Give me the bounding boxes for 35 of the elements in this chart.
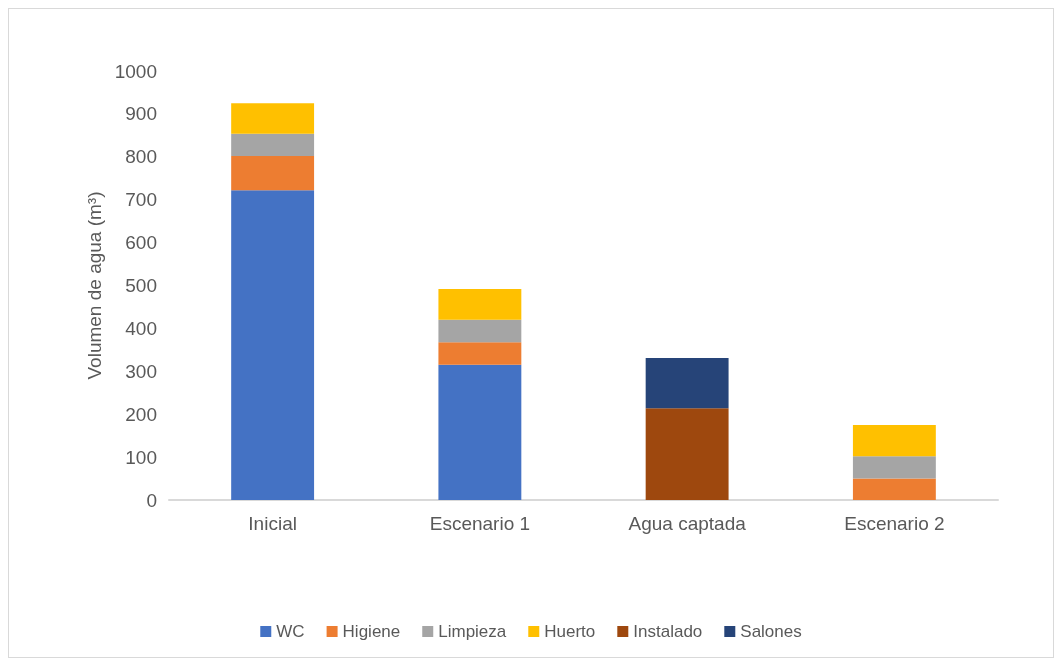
legend-label: Huerto (544, 622, 596, 641)
x-tick-label: Escenario 1 (429, 513, 531, 534)
legend-label: Higiene (342, 622, 401, 641)
y-tick-label: 100 (125, 446, 157, 468)
y-tick-label: 200 (125, 403, 157, 425)
bar (438, 364, 522, 500)
bar (231, 103, 315, 134)
x-tick-label: Agua captada (628, 513, 747, 534)
y-tick-label: 800 (125, 146, 157, 168)
y-tick-label: 900 (125, 103, 157, 125)
bar (852, 456, 936, 479)
y-tick-label: 400 (125, 317, 157, 339)
bar (645, 358, 729, 409)
x-tick-label: Escenario 2 (844, 513, 945, 534)
bar (438, 319, 522, 343)
legend-label: WC (276, 622, 305, 641)
bar (645, 408, 729, 500)
y-tick-label: 500 (125, 275, 157, 296)
bar (231, 133, 315, 156)
bar (438, 342, 522, 365)
bar (231, 190, 315, 500)
y-tick-label: 300 (125, 360, 157, 382)
bar (438, 288, 522, 320)
y-tick-label: 1000 (114, 60, 157, 82)
bar (852, 478, 936, 500)
legend-label: Salones (740, 622, 802, 641)
legend-label: Instalado (633, 622, 703, 641)
y-tick-label: 600 (125, 232, 157, 254)
y-tick-label: 700 (125, 189, 157, 211)
x-tick-label: Inicial (248, 513, 297, 534)
y-tick-label: 0 (146, 489, 157, 511)
bar (231, 155, 315, 191)
bar (852, 424, 936, 457)
legend-label: Limpieza (438, 622, 507, 641)
y-axis-title: Volumen de agua (m³) (83, 191, 105, 380)
